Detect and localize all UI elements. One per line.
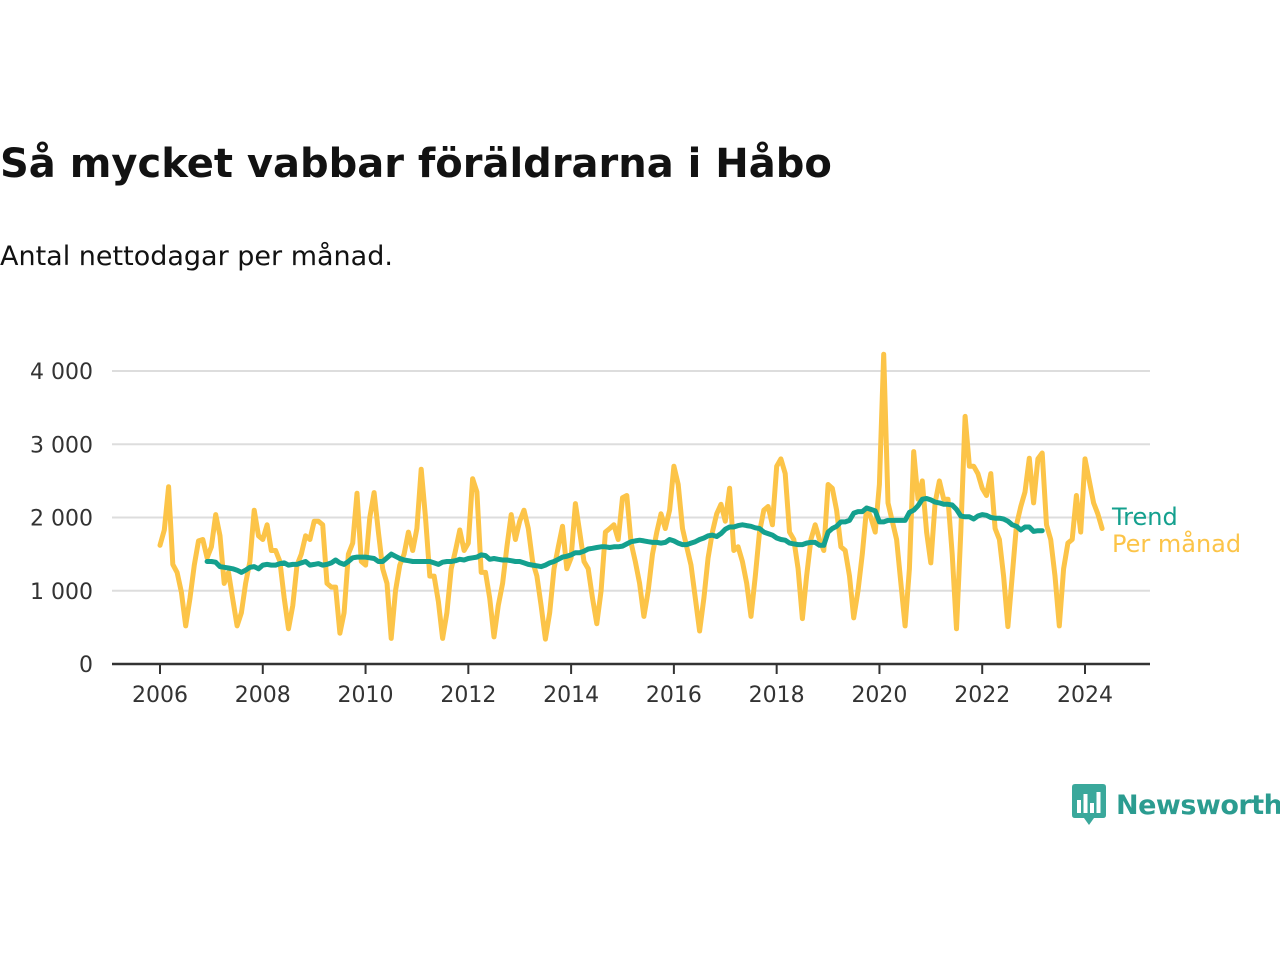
x-tick-label: 2010 [338, 683, 394, 708]
series-group [157, 351, 1105, 642]
x-tick-label: 2008 [235, 683, 291, 708]
y-tick-label: 4 000 [30, 360, 93, 385]
y-tick-label: 3 000 [30, 433, 93, 458]
y-axis: 0 1 000 2 000 3 000 4 000 [30, 360, 93, 678]
monthly-line [157, 351, 1105, 642]
legend-label-trend: Trend [1111, 503, 1178, 531]
x-tick-label: 2006 [132, 683, 188, 708]
x-tick-label: 2012 [440, 683, 496, 708]
x-tick-label: 2016 [646, 683, 702, 708]
y-tick-label: 2 000 [30, 507, 93, 532]
chart-title: Så mycket vabbar föräldrarna i Håbo [0, 141, 832, 187]
x-tick-label: 2018 [749, 683, 805, 708]
x-tick-label: 2014 [543, 683, 599, 708]
legend-label-per-manad: Per månad [1112, 529, 1241, 558]
gridlines [112, 370, 1150, 592]
newsworthy-brand: Newsworthy [1072, 784, 1280, 826]
newsworthy-bar-chart-logo-icon [1072, 784, 1106, 825]
x-axis: 2006 2008 2010 2012 2014 2016 2018 2020 2022 2024 [112, 662, 1150, 708]
trend-line [204, 496, 1045, 575]
x-tick-label: 2022 [954, 683, 1010, 708]
x-tick-label: 2024 [1057, 683, 1113, 708]
brand-name: Newsworthy [1116, 789, 1280, 821]
x-tick-label: 2020 [851, 683, 907, 708]
y-tick-label: 0 [79, 653, 93, 678]
y-tick-label: 1 000 [30, 580, 93, 605]
chart-subtitle: Antal nettodagar per månad. [0, 241, 393, 272]
